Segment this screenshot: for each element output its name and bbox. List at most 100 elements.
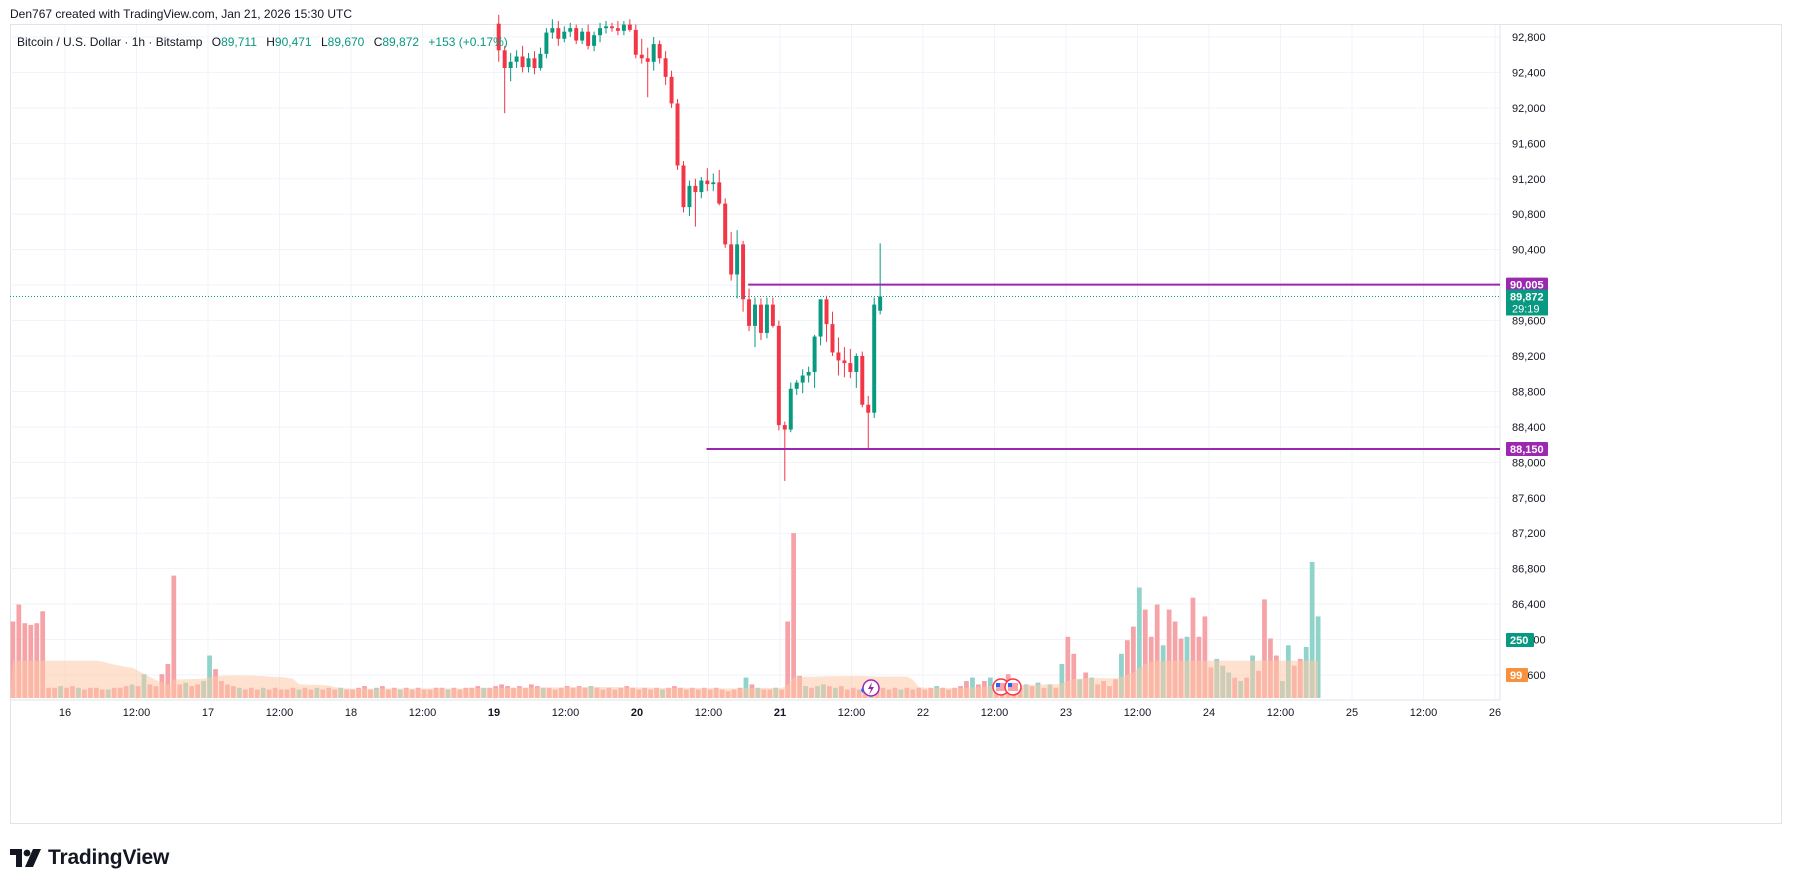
volume-bar (1190, 597, 1196, 698)
last-price-tag: 89,872 (1506, 289, 1548, 304)
candle-body (633, 29, 638, 55)
candle (562, 26, 567, 43)
price-tick-label: 88,000 (1512, 457, 1546, 469)
candle-body (604, 26, 608, 29)
us-flag-canton (996, 683, 1000, 687)
candle (538, 47, 543, 71)
candle (532, 51, 537, 75)
candle-body (836, 352, 841, 361)
tradingview-logo[interactable]: TradingView (10, 845, 169, 871)
candle-body (681, 165, 686, 208)
candle (830, 311, 835, 356)
candle (657, 40, 662, 64)
candle-body (824, 299, 829, 325)
volume-bar (1119, 653, 1124, 698)
countdown-tag: 29:19 (1506, 302, 1548, 316)
time-tick-label: 12:00 (266, 707, 294, 719)
volume-bar (1071, 653, 1077, 698)
us-flag-field (996, 683, 1006, 691)
price-tick-label: 89,600 (1512, 316, 1546, 328)
candle-body (872, 304, 877, 413)
candle (651, 37, 656, 71)
candle (675, 99, 680, 170)
candle-body (782, 425, 787, 430)
candle (770, 297, 775, 328)
level-high-tag: 90,005 (1506, 277, 1548, 292)
time-tick-label: 12:00 (1410, 707, 1438, 719)
candle-body (711, 182, 716, 185)
time-tick-label: 12:00 (981, 707, 1009, 719)
time-tick-label: 24 (1203, 707, 1215, 719)
us-flag-field (1008, 683, 1018, 691)
volume-bar (40, 611, 46, 698)
candle-body (729, 244, 734, 275)
time-axis: 16 12:00 17 12:00 18 12:00 19 12:00 20 12:00 21 12:… (59, 707, 1501, 719)
price-tick-label: 88,400 (1512, 422, 1546, 434)
symbol-legend: Bitcoin / U.S. Dollar · 1h · Bitstamp O8… (17, 35, 508, 49)
time-tick-label: 18 (345, 707, 357, 719)
candle-body (764, 304, 769, 333)
candle-body (586, 31, 591, 46)
volume-tag-text: 250 (1510, 635, 1528, 647)
candle (580, 28, 585, 45)
time-tick-label: 12:00 (552, 707, 580, 719)
marker-layer (861, 678, 1022, 697)
sparkle-icon (861, 687, 864, 693)
candle-body (818, 299, 823, 337)
time-tick-label: 17 (202, 707, 214, 719)
candle (758, 298, 763, 341)
last-price-tag-bg (1506, 289, 1548, 304)
candle-body (615, 28, 620, 31)
candle (812, 334, 817, 388)
candle-body (878, 296, 883, 311)
candle-body (562, 31, 567, 39)
candle (723, 198, 728, 248)
candle-body (609, 26, 614, 29)
candle-body (657, 44, 662, 59)
price-tick-label: 90,400 (1512, 245, 1546, 257)
candle (645, 47, 650, 98)
time-tick-label: 19 (488, 707, 500, 719)
price-tick-label: 90,800 (1512, 209, 1546, 221)
time-tick-label: 21 (774, 707, 786, 719)
time-tick-label: 22 (917, 707, 929, 719)
price-tick-label: 91,200 (1512, 174, 1546, 186)
candle-body (776, 325, 781, 426)
volume-bar (1065, 636, 1071, 698)
candle-body (687, 185, 692, 208)
candle-body (812, 336, 817, 372)
price-tick-label: 87,200 (1512, 528, 1546, 540)
volume-bar (1166, 609, 1172, 698)
candle-body (854, 356, 859, 372)
time-tick-label: 12:00 (695, 707, 723, 719)
level-layer (10, 283, 1500, 451)
candle (860, 351, 865, 408)
candle-body (675, 103, 680, 166)
price-tick-label: 92,800 (1512, 32, 1546, 44)
candle-body (556, 28, 561, 39)
time-tick-label: 12:00 (1267, 707, 1295, 719)
chart-frame[interactable] (10, 24, 1782, 824)
candle-body (860, 356, 865, 405)
candle (568, 22, 573, 37)
volume-bar (1142, 609, 1148, 698)
candle-body (741, 244, 746, 300)
legend-change: +153 (+0.17%) (428, 35, 508, 49)
candle (836, 337, 841, 376)
candle-body (550, 28, 555, 33)
volume-bar (1125, 640, 1130, 698)
candle-body (723, 203, 728, 245)
candle (598, 22, 603, 43)
candle (854, 353, 859, 388)
candle-body (800, 375, 805, 383)
candle-body (848, 363, 853, 372)
volume-bar (1059, 664, 1065, 698)
candle (842, 347, 847, 378)
candle-body (496, 23, 501, 51)
volume-bar (743, 677, 749, 698)
candle (615, 21, 620, 36)
candle (627, 19, 632, 32)
candle (848, 348, 853, 379)
candle (872, 297, 877, 419)
